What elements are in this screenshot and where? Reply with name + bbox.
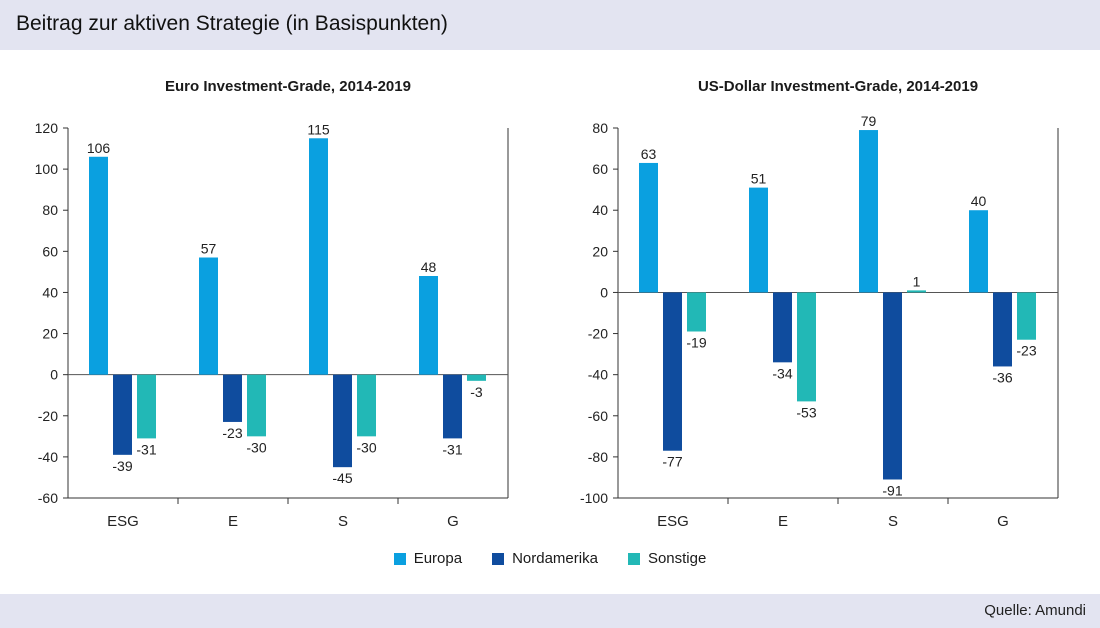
chart2-y-tick-label: 20: [592, 243, 608, 259]
chart1-x-tick-label: G: [447, 513, 459, 530]
chart1-data-label: -3: [470, 384, 483, 400]
chart2-bar-europa-g: [969, 210, 988, 293]
legend-swatch-nordamerika: [492, 552, 505, 565]
chart1-data-label: -31: [442, 441, 462, 457]
chart2-data-label: -91: [882, 483, 902, 499]
chart1-bar-sonstige-g: [467, 374, 486, 381]
chart1-y-tick-label: 100: [35, 161, 59, 177]
chart2-data-label: 40: [971, 193, 987, 209]
chart1-y-tick-label: -60: [38, 490, 58, 506]
chart-title-usd: US-Dollar Investment-Grade, 2014-2019: [697, 78, 979, 95]
chart1-y-tick-label: 120: [35, 120, 59, 136]
legend-label-europa: Europa: [413, 550, 463, 567]
chart1-y-tick-label: 0: [50, 367, 58, 383]
chart2-data-label: -19: [686, 335, 706, 351]
chart1-bar-nordamerika-esg: [113, 374, 132, 455]
chart2-y-tick-label: 80: [592, 120, 608, 136]
chart2-x-tick-label: E: [778, 513, 788, 530]
chart1-data-label: 106: [87, 140, 111, 156]
chart2-data-label: 1: [913, 273, 921, 289]
chart1-data-label: 48: [421, 259, 437, 275]
chart2-y-tick-label: -80: [588, 449, 608, 465]
legend-item-europa: Europa: [393, 550, 463, 567]
chart2-x-tick-label: G: [997, 513, 1009, 530]
chart1-data-label: -30: [246, 439, 266, 455]
chart1-data-label: -30: [356, 439, 376, 455]
chart1-bar-sonstige-s: [357, 374, 376, 437]
source-note: Quelle: Amundi: [984, 602, 1086, 619]
chart2-bar-europa-s: [859, 130, 878, 293]
chart2-data-label: -53: [796, 404, 816, 420]
chart1-bar-nordamerika-s: [333, 374, 352, 468]
chart2-data-label: 63: [641, 146, 657, 162]
chart2-y-tick-label: -100: [580, 490, 608, 506]
legend-item-nordamerika: Nordamerika: [492, 550, 598, 567]
chart2-bar-nordamerika-s: [883, 292, 902, 480]
chart1-data-label: -23: [222, 425, 242, 441]
chart2-data-label: -34: [772, 365, 792, 381]
chart1-bar-europa-g: [419, 276, 438, 375]
chart2-bar-sonstige-g: [1017, 292, 1036, 340]
chart1-y-tick-label: -40: [38, 449, 58, 465]
chart1-bar-nordamerika-e: [223, 374, 242, 422]
chart1-y-tick-label: 40: [42, 284, 58, 300]
chart1-data-label: 57: [201, 241, 217, 257]
footer-bar: Quelle: Amundi: [0, 594, 1100, 628]
chart2-y-tick-label: 40: [592, 202, 608, 218]
chart1-data-label: 115: [307, 121, 330, 137]
legend-swatch-europa: [393, 552, 406, 565]
chart2-x-tick-label: S: [888, 513, 898, 530]
chart-legend: Europa Nordamerika Sonstige: [0, 550, 1100, 567]
chart2-y-tick-label: 60: [592, 161, 608, 177]
legend-label-nordamerika: Nordamerika: [512, 550, 598, 567]
chart2-bar-europa-esg: [639, 162, 658, 293]
chart1-x-tick-label: E: [228, 513, 238, 530]
chart1-data-label: -31: [136, 441, 156, 457]
chart1-bar-europa-s: [309, 138, 328, 375]
chart2-y-tick-label: -20: [588, 326, 608, 342]
chart1-y-tick-label: 80: [42, 202, 58, 218]
chart2-y-tick-label: 0: [600, 284, 608, 300]
chart1-x-tick-label: ESG: [107, 513, 139, 530]
chart1-bar-sonstige-e: [247, 374, 266, 437]
chart2-data-label: -23: [1016, 343, 1036, 359]
chart2-bar-sonstige-esg: [687, 292, 706, 332]
chart2-bar-sonstige-e: [797, 292, 816, 402]
chart2-bar-nordamerika-g: [993, 292, 1012, 367]
chart2-data-label: -36: [992, 369, 1012, 385]
chart2-x-tick-label: ESG: [657, 513, 689, 530]
chart2-bar-sonstige-s: [907, 290, 926, 293]
chart2-y-tick-label: -60: [588, 408, 608, 424]
header-bar: Beitrag zur aktiven Strategie (in Basisp…: [0, 0, 1100, 50]
chart1-y-tick-label: 60: [42, 243, 58, 259]
chart1-data-label: -39: [112, 458, 132, 474]
chart1-x-tick-label: S: [338, 513, 348, 530]
chart1-data-label: -45: [332, 470, 352, 486]
chart1-bar-nordamerika-g: [443, 374, 462, 439]
chart2-bar-nordamerika-e: [773, 292, 792, 363]
chart2-data-label: -77: [662, 454, 682, 470]
chart1-y-tick-label: 20: [42, 326, 58, 342]
chart2-bar-nordamerika-esg: [663, 292, 682, 451]
page-title: Beitrag zur aktiven Strategie (in Basisp…: [16, 12, 448, 35]
chart2-y-tick-label: -40: [588, 367, 608, 383]
chart1-bar-sonstige-esg: [137, 374, 156, 439]
chart2-bar-europa-e: [749, 187, 768, 293]
chart2-data-label: 79: [861, 113, 877, 129]
chart-title-euro: Euro Investment-Grade, 2014-2019: [165, 78, 411, 95]
chart1-y-tick-label: -20: [38, 408, 58, 424]
legend-label-sonstige: Sonstige: [647, 550, 707, 567]
chart2-data-label: 51: [751, 171, 767, 187]
legend-swatch-sonstige: [627, 552, 640, 565]
legend-item-sonstige: Sonstige: [627, 550, 707, 567]
chart1-bar-europa-e: [199, 257, 218, 375]
chart1-bar-europa-esg: [89, 156, 108, 375]
